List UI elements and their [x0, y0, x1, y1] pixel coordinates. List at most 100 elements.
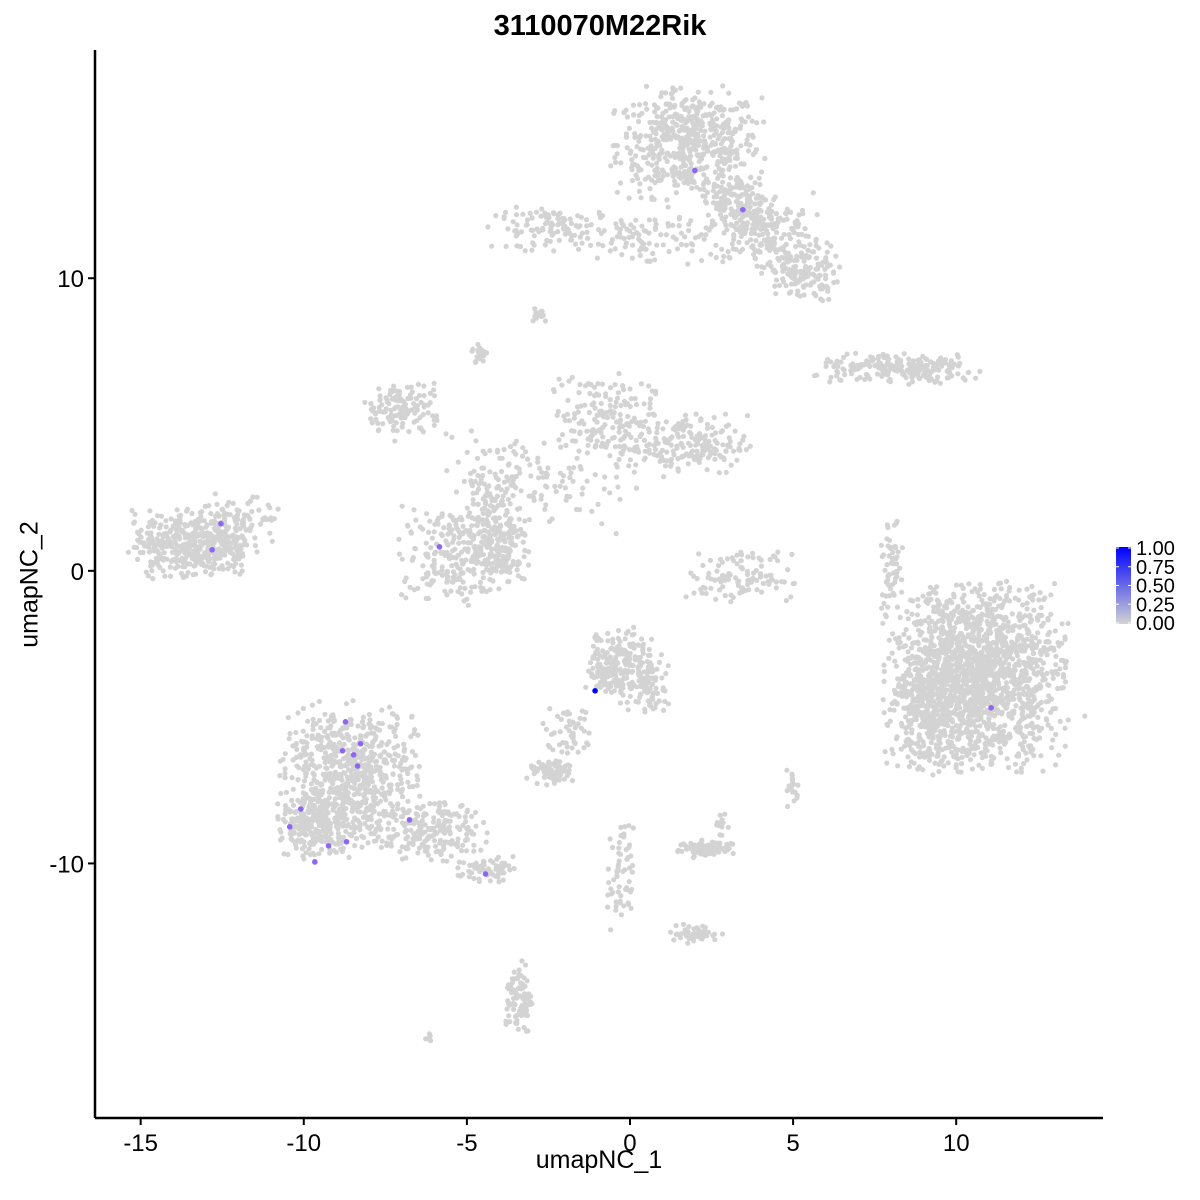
cell-point — [937, 728, 943, 735]
cell-point — [671, 164, 677, 170]
cell-point — [997, 745, 1003, 751]
cell-point — [786, 290, 793, 296]
cell-point — [1037, 735, 1043, 741]
cell-point — [698, 417, 704, 423]
cell-point — [413, 517, 419, 523]
cell-point — [733, 575, 739, 581]
cell-point — [766, 214, 773, 220]
cell-point — [920, 593, 926, 599]
cell-point — [547, 229, 553, 235]
cell-point — [785, 259, 791, 265]
cell-point — [709, 424, 716, 431]
cell-point — [987, 653, 993, 660]
cell-point — [421, 393, 427, 399]
cell-point — [803, 263, 809, 270]
cell-point — [174, 507, 180, 513]
cell-point — [478, 548, 484, 554]
cell-point — [475, 501, 481, 507]
cell-point — [237, 571, 243, 577]
cell-point — [701, 186, 707, 193]
cell-point — [797, 293, 803, 299]
cell-point — [976, 613, 982, 620]
cell-point — [959, 644, 965, 650]
cell-point — [728, 462, 734, 468]
cell-point — [577, 431, 583, 437]
cell-point — [371, 405, 377, 411]
cell-point — [1042, 595, 1048, 601]
cell-point — [664, 127, 671, 133]
cell-point — [897, 565, 903, 571]
cell-point — [681, 98, 687, 104]
cell-point — [793, 243, 799, 250]
cell-point — [668, 442, 674, 448]
cell-point — [770, 553, 777, 559]
cell-point — [1027, 612, 1033, 619]
cell-point — [701, 236, 707, 242]
cell-point — [728, 206, 734, 212]
cell-point — [997, 661, 1003, 667]
cell-point — [607, 385, 614, 391]
cell-point — [752, 255, 759, 262]
cell-point — [720, 584, 726, 590]
cell-point — [569, 374, 575, 381]
cell-point — [714, 568, 720, 574]
cell-point — [544, 484, 550, 490]
cell-point — [232, 569, 238, 575]
cell-point — [909, 681, 915, 687]
cell-point — [987, 601, 993, 607]
cell-point — [683, 242, 689, 248]
cell-point — [612, 404, 618, 410]
cell-point — [554, 412, 560, 418]
cell-point — [750, 134, 756, 140]
cell-point — [802, 226, 808, 232]
cell-point — [694, 111, 700, 117]
cell-point — [758, 242, 765, 248]
cell-point — [592, 393, 598, 399]
cell-point — [987, 596, 993, 602]
cell-point — [674, 443, 680, 449]
cell-point — [555, 212, 561, 218]
cell-point — [689, 248, 695, 254]
cell-point — [551, 389, 557, 395]
cell-point — [767, 245, 774, 251]
cell-point — [889, 650, 895, 656]
cell-point — [628, 222, 634, 228]
cell-point — [213, 534, 219, 540]
cell-point — [1001, 617, 1007, 623]
cell-point — [720, 107, 726, 113]
cell-point — [613, 474, 620, 480]
cell-point — [577, 464, 583, 470]
cell-point — [177, 558, 183, 564]
cell-point — [647, 401, 653, 407]
cell-point — [639, 110, 645, 116]
cell-point — [708, 251, 714, 257]
cell-point — [649, 162, 655, 168]
cell-point — [811, 373, 818, 379]
cell-point — [176, 524, 182, 530]
cell-point — [198, 514, 204, 520]
cell-point — [977, 368, 983, 374]
cell-point — [702, 193, 708, 199]
cell-point — [487, 469, 493, 475]
cell-point — [626, 463, 632, 469]
cell-point — [721, 136, 727, 142]
cell-point — [502, 545, 509, 551]
cell-point — [726, 148, 733, 154]
cell-point — [1014, 769, 1020, 775]
cell-point — [494, 485, 500, 491]
cell-point — [1050, 737, 1056, 743]
cell-point — [960, 709, 966, 715]
cell-point — [909, 611, 915, 617]
cell-point — [535, 475, 542, 481]
cell-point — [704, 145, 711, 151]
cell-point — [885, 722, 891, 729]
cell-point — [398, 408, 404, 414]
cell-point — [405, 395, 411, 402]
cell-point — [390, 427, 396, 433]
cell-point — [172, 520, 179, 526]
cell-point — [431, 569, 437, 575]
cell-point — [714, 116, 720, 122]
cell-point — [681, 453, 687, 459]
cell-point — [1009, 715, 1015, 721]
cell-point — [719, 428, 726, 434]
